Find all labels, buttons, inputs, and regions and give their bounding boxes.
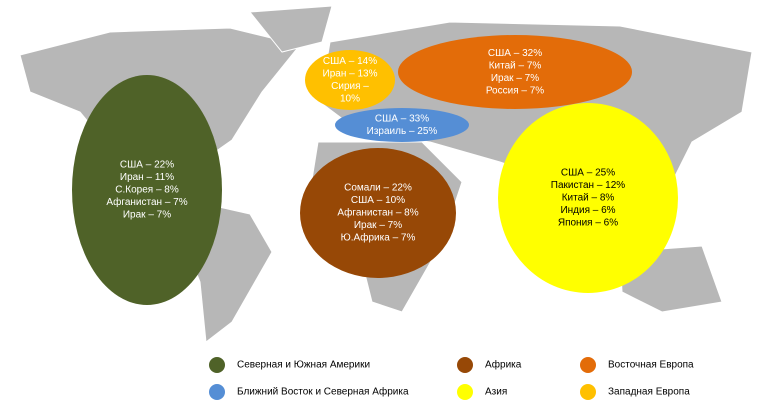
region-label: Израиль – 25% bbox=[367, 126, 438, 137]
legend-label: Северная и Южная Америки bbox=[237, 360, 370, 371]
region-label: Пакистан – 12% bbox=[551, 180, 626, 191]
region-label: США – 10% bbox=[351, 195, 405, 206]
legend-swatch bbox=[580, 384, 596, 400]
region-label: Иран – 13% bbox=[323, 68, 378, 79]
legend-label: Африка bbox=[485, 359, 522, 371]
region-label: Афганистан – 7% bbox=[106, 196, 187, 208]
region-label: Ирак – 7% bbox=[354, 220, 402, 231]
legend-swatch bbox=[580, 357, 596, 373]
region-label: Индия – 6% bbox=[560, 205, 615, 216]
legend-label: Западная Европа bbox=[608, 387, 690, 398]
legend-label: Восточная Европа bbox=[608, 360, 694, 371]
region-label: США – 14% bbox=[323, 56, 377, 67]
legend: Северная и Южная Америки Африка Восточная … bbox=[209, 357, 694, 400]
region-label: США – 33% bbox=[375, 113, 429, 124]
region-ellipse bbox=[398, 35, 632, 109]
region-label: С.Корея – 8% bbox=[115, 185, 179, 196]
region-label: 10% bbox=[340, 93, 360, 104]
region-label: Япония – 6% bbox=[558, 218, 618, 229]
region-label: США – 32% bbox=[488, 48, 542, 59]
region-label: Иран – 11% bbox=[120, 172, 174, 183]
legend-label: Азия bbox=[485, 387, 507, 398]
region-label: Ирак – 7% bbox=[491, 73, 539, 84]
region-ellipse bbox=[300, 148, 456, 278]
region-ellipse bbox=[498, 103, 678, 293]
region-label: Китай – 8% bbox=[562, 193, 615, 204]
region-label: Сомали – 22% bbox=[344, 183, 412, 194]
legend-swatch bbox=[209, 357, 225, 373]
region-label: США – 22% bbox=[120, 160, 174, 171]
region-label: Ю.Африка – 7% bbox=[341, 232, 416, 244]
legend-swatch bbox=[209, 384, 225, 400]
region-label: Россия – 7% bbox=[486, 85, 544, 96]
region-label: Китай – 7% bbox=[489, 60, 542, 71]
legend-label: Ближний Восток и Северная Африка bbox=[237, 386, 409, 398]
region-ellipse bbox=[335, 108, 469, 142]
legend-swatch bbox=[457, 384, 473, 400]
region-ellipse bbox=[72, 75, 222, 305]
region-label: Сирия – bbox=[331, 81, 369, 92]
region-label: Ирак – 7% bbox=[123, 210, 171, 221]
regions: США – 22%Иран – 11%С.Корея – 8%Афганиста… bbox=[72, 35, 678, 305]
region-label: США – 25% bbox=[561, 168, 615, 179]
legend-swatch bbox=[457, 357, 473, 373]
region-label: Афганистан – 8% bbox=[337, 207, 418, 219]
region-ellipse bbox=[305, 50, 395, 110]
